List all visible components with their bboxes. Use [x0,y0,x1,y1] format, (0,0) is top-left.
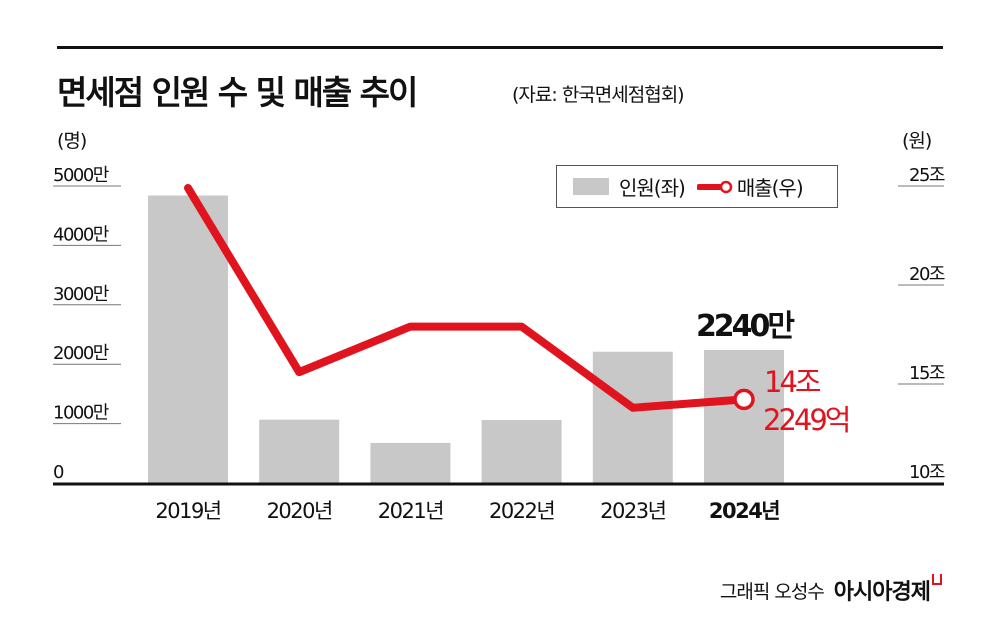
left-tick-label: 1000만 [53,403,109,424]
x-tick-label: 2023년 [600,499,665,523]
brand-name: 아시아경제 [833,580,931,605]
legend-line-swatch [696,180,733,193]
legend-bar-swatch [573,178,609,195]
bar-value-label: 2240만 [696,309,795,344]
source-note: (자료: 한국면세점협회) [512,84,685,106]
sales-value-label-1: 14조 [764,365,821,399]
right-tick-label: 10조 [909,462,945,483]
right-tick-label: 20조 [909,264,945,285]
footer: 그래픽 오성수 아시아경제 [720,574,942,606]
brand-mark-icon [932,574,942,585]
right-tick-label: 25조 [909,165,945,186]
bar-2023년 [592,351,673,483]
legend: 인원(좌) 매출(우) [556,165,838,208]
sales-point-2024년 [733,388,755,411]
top-rule [57,46,943,49]
x-tick-label: 2020년 [267,499,332,523]
sales-value-label-2: 2249억 [763,403,849,437]
chart-title: 면세점 인원 수 및 매출 추이 [57,73,418,112]
x-tick-label: 2022년 [489,499,554,523]
left-axis-unit: (명) [57,130,87,152]
right-tick-label: 15조 [909,363,945,384]
left-tick-label: 2000만 [53,343,109,364]
left-tick-label: 0 [53,462,64,483]
left-tick-label: 5000만 [53,165,109,186]
left-tick-label: 4000만 [53,224,109,245]
bar-2021년 [370,442,451,483]
brand-logo: 아시아경제 [834,574,942,606]
bar-2020년 [259,419,340,483]
legend-label-sales: 매출(우) [736,176,804,200]
right-axis-unit: (원) [902,130,932,152]
bar-2024년 [704,349,784,483]
sales-line [184,183,748,412]
left-tick-label: 3000만 [53,284,109,305]
x-tick-label: 2019년 [155,499,220,523]
legend-label-visitors: 인원(좌) [619,176,686,200]
credit: 그래픽 오성수 [719,580,825,603]
x-tick-label: 2021년 [378,499,443,523]
x-tick-label: 2024년 [709,499,779,523]
bar-2019년 [148,195,228,483]
bar-2022년 [481,420,562,483]
